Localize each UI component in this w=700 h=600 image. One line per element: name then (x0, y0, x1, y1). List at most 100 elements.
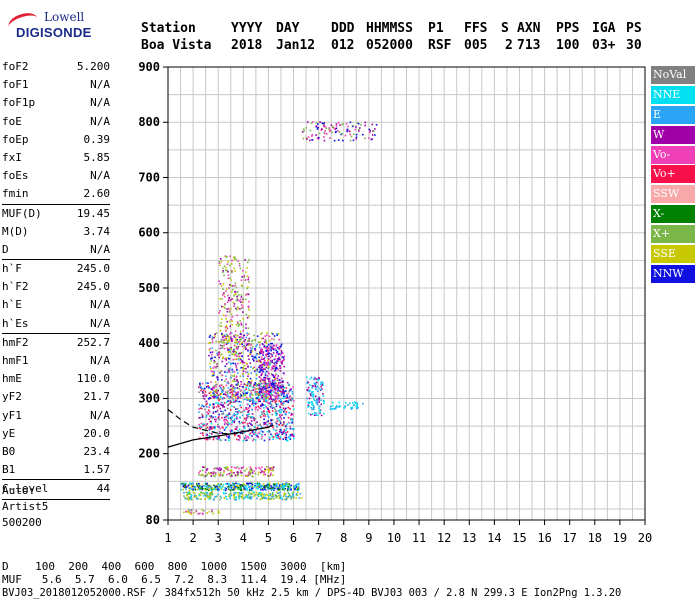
echo-point (248, 422, 251, 424)
echo-point (182, 485, 184, 488)
param-row: fmin 2.60 (2, 185, 110, 203)
echo-point (221, 341, 223, 343)
echo-point (225, 314, 227, 317)
echo-point (283, 411, 285, 413)
echo-point (235, 323, 238, 326)
echo-point (260, 411, 263, 414)
echo-point (235, 358, 237, 361)
echo-point (217, 417, 220, 419)
echo-point (356, 402, 359, 405)
echo-point (278, 419, 280, 421)
echo-point (225, 498, 228, 500)
echo-point (260, 491, 262, 494)
echo-point (239, 436, 241, 439)
echo-point (333, 127, 335, 129)
echo-point (218, 416, 220, 418)
echo-point (255, 384, 258, 387)
param-divider (2, 479, 110, 481)
echo-point (318, 399, 320, 401)
echo-point (279, 408, 281, 411)
echo-point (200, 405, 203, 407)
echo-point (274, 398, 277, 400)
echo-point (270, 349, 272, 352)
echo-point (250, 468, 253, 471)
echo-point (274, 391, 276, 394)
echo-point (258, 471, 260, 474)
echo-point (239, 404, 241, 407)
echo-point (221, 417, 223, 419)
echo-point (245, 485, 247, 488)
echo-point (272, 492, 274, 494)
echo-point (228, 311, 231, 313)
echo-point (235, 428, 238, 430)
echo-point (268, 391, 271, 393)
echo-point (282, 360, 284, 362)
echo-point (196, 498, 198, 500)
echo-point (313, 398, 315, 400)
echo-point (260, 347, 263, 350)
echo-point (291, 420, 294, 423)
echo-point (245, 468, 248, 470)
echo-point (287, 406, 290, 409)
echo-point (258, 384, 261, 386)
echo-point (236, 407, 239, 410)
echo-point (276, 491, 278, 493)
x-tick-label: 5 (265, 531, 272, 545)
echo-point (229, 333, 231, 335)
echo-point (323, 132, 326, 135)
echo-point (249, 399, 252, 401)
echo-point (286, 381, 289, 384)
echo-point (213, 391, 215, 393)
echo-point (208, 485, 211, 487)
echo-point (185, 482, 187, 485)
echo-point (257, 387, 260, 390)
echo-point (218, 486, 220, 488)
echo-point (239, 343, 241, 346)
param-value: 44 (96, 482, 110, 496)
echo-point (261, 434, 263, 436)
echo-point (270, 389, 272, 392)
echo-point (240, 393, 242, 395)
echo-point (223, 344, 225, 347)
echo-point (219, 439, 221, 441)
echo-point (238, 387, 240, 390)
echo-point (309, 129, 312, 132)
echo-point (230, 388, 233, 391)
echo-point (225, 495, 227, 498)
echo-point (227, 261, 229, 263)
echo-point (271, 381, 274, 384)
echo-point (257, 493, 260, 495)
echo-point (352, 124, 355, 127)
echo-point (279, 367, 282, 369)
echo-point (239, 362, 242, 364)
echo-point (246, 413, 249, 416)
echo-point (247, 435, 249, 438)
echo-point (316, 379, 319, 381)
echo-point (277, 384, 280, 386)
echo-point (258, 346, 261, 349)
echo-point (254, 391, 257, 394)
echo-point (278, 485, 281, 487)
echo-point (224, 304, 226, 306)
echo-point (207, 485, 210, 487)
echo-point (268, 398, 271, 400)
echo-point (265, 383, 268, 385)
echo-point (203, 387, 206, 390)
echo-point (244, 474, 247, 477)
echo-point (274, 374, 277, 377)
echo-point (254, 402, 256, 405)
echo-point (276, 351, 278, 354)
param-key: hmF1 (2, 354, 29, 367)
echo-point (271, 347, 273, 349)
echo-point (218, 437, 221, 440)
echo-point (209, 342, 211, 344)
echo-point (213, 387, 216, 389)
echo-point (241, 484, 243, 487)
echo-point (180, 482, 183, 485)
echo-point (227, 485, 230, 488)
echo-point (247, 375, 249, 377)
echo-point (271, 410, 274, 412)
echo-point (210, 489, 212, 491)
header-label: YYYY (231, 21, 263, 36)
echo-point (234, 487, 237, 490)
